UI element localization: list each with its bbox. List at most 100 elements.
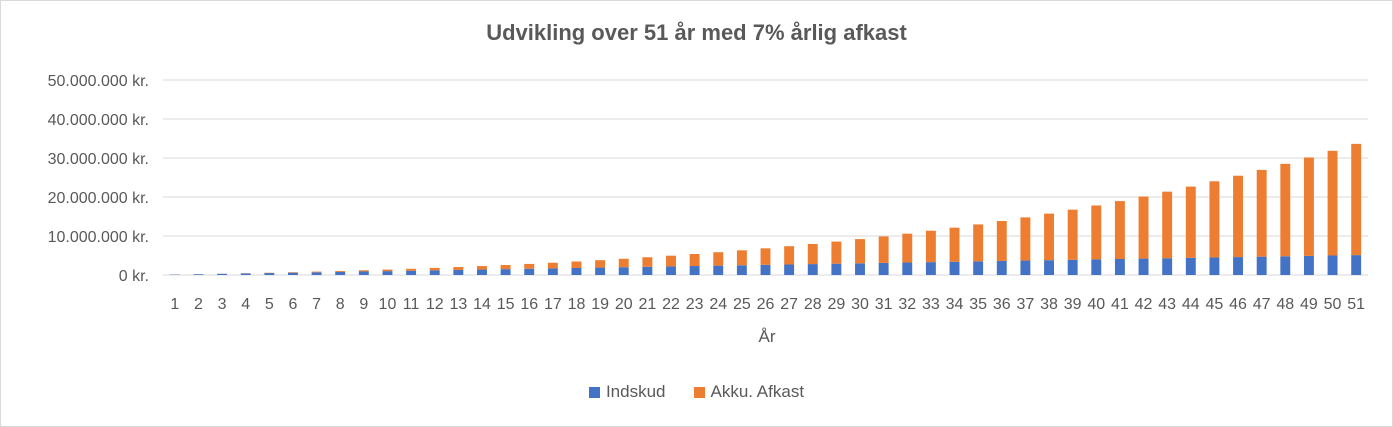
bar-akku-afkast (1067, 209, 1078, 260)
bar-indskud (878, 262, 889, 275)
legend-swatch-indskud (588, 386, 600, 398)
bar-indskud (784, 264, 795, 275)
x-tick-label: 28 (804, 296, 822, 313)
x-tick-label: 3 (218, 296, 227, 313)
x-tick-label: 50 (1324, 296, 1342, 313)
x-tick-label: 24 (709, 296, 727, 313)
x-tick-label: 1 (170, 296, 179, 313)
x-tick-label: 22 (662, 296, 680, 313)
bar-indskud (1280, 256, 1291, 275)
bar-indskud (1044, 260, 1054, 275)
bar-indskud (1091, 259, 1102, 275)
bar-indskud (1303, 255, 1314, 275)
bar-akku-afkast (807, 243, 818, 265)
bar-indskud (453, 269, 464, 275)
bar-indskud (1162, 258, 1173, 275)
bar-akku-afkast (1351, 143, 1362, 256)
x-tick-label: 34 (946, 296, 964, 313)
x-tick-label: 33 (922, 296, 940, 313)
bar-indskud (807, 264, 818, 275)
x-tick-label: 31 (875, 296, 893, 313)
bar-akku-afkast (666, 255, 676, 267)
chart-title: Udvikling over 51 år med 7% årlig afkast (486, 20, 907, 45)
bar-akku-afkast (1209, 181, 1220, 258)
y-tick-label: 0 kr. (119, 268, 149, 285)
bar-indskud (358, 271, 369, 275)
x-tick-label: 6 (288, 296, 297, 313)
bar-indskud (382, 271, 393, 275)
x-tick-label: 14 (473, 296, 491, 313)
bar-indskud (713, 265, 724, 275)
bar-indskud (1209, 257, 1220, 275)
bar-akku-afkast (1327, 150, 1338, 256)
bar-akku-afkast (1256, 169, 1267, 257)
x-tick-label: 5 (265, 296, 274, 313)
bar-indskud (831, 263, 842, 275)
bar-akku-afkast (855, 239, 865, 264)
bar-indskud (689, 266, 700, 275)
bar-akku-afkast (973, 224, 984, 262)
bar-indskud (429, 270, 440, 275)
x-tick-label: 30 (851, 296, 869, 313)
legend: Indskud Akku. Afkast (0, 382, 1393, 402)
bar-akku-afkast (1303, 157, 1314, 256)
bar-indskud (500, 269, 511, 275)
bar-akku-afkast (784, 246, 795, 265)
bar-akku-afkast (453, 267, 464, 270)
bar-indskud (264, 273, 275, 275)
bar-akku-afkast (996, 220, 1007, 261)
x-tick-label: 20 (615, 296, 633, 313)
x-tick-label: 47 (1253, 296, 1271, 313)
x-tick-label: 21 (638, 296, 656, 313)
bar-indskud (949, 261, 960, 275)
legend-label-akku-afkast: Akku. Afkast (710, 382, 805, 401)
bar-akku-afkast (878, 236, 889, 263)
bar-akku-afkast (335, 270, 346, 272)
bar-indskud (666, 266, 676, 275)
bar-akku-afkast (406, 268, 417, 271)
bar-akku-afkast (382, 269, 393, 272)
x-tick-label: 46 (1229, 296, 1247, 313)
bar-indskud (1256, 256, 1267, 275)
y-axis-ticks: 0 kr. 10.000.000 kr. 20.000.000 kr. 30.000.… (48, 73, 149, 285)
bar-akku-afkast (902, 233, 913, 263)
x-tick-label: 7 (312, 296, 321, 313)
legend-label-indskud: Indskud (605, 382, 666, 401)
x-tick-label: 8 (336, 296, 345, 313)
bar-akku-afkast (358, 270, 369, 272)
bar-indskud (1114, 259, 1125, 275)
x-tick-label: 29 (827, 296, 845, 313)
x-tick-label: 42 (1135, 296, 1153, 313)
bar-akku-afkast (1185, 186, 1196, 258)
x-tick-label: 32 (898, 296, 916, 313)
bar-indskud (217, 273, 228, 275)
bar-akku-afkast (831, 241, 842, 264)
x-tick-label: 23 (686, 296, 704, 313)
bar-indskud (240, 273, 251, 275)
bar-akku-afkast (524, 263, 535, 269)
bar-indskud (595, 267, 606, 275)
x-tick-label: 12 (426, 296, 444, 313)
bar-akku-afkast (1233, 175, 1244, 258)
bar-akku-afkast (618, 258, 629, 268)
x-tick-label: 51 (1347, 296, 1365, 313)
y-tick-label: 50.000.000 kr. (48, 73, 149, 90)
y-tick-label: 20.000.000 kr. (48, 190, 149, 207)
bar-indskud (855, 263, 865, 275)
bar-indskud (618, 267, 629, 275)
y-tick-label: 10.000.000 kr. (48, 229, 149, 246)
bar-indskud (547, 268, 558, 275)
bar-akku-afkast (547, 262, 558, 269)
bar-indskud (193, 274, 204, 275)
bar-akku-afkast (736, 250, 747, 266)
x-tick-label: 27 (780, 296, 798, 313)
x-tick-label: 18 (568, 296, 586, 313)
bar-indskud (1138, 258, 1149, 275)
bar-indskud (406, 270, 417, 275)
x-tick-label: 49 (1300, 296, 1318, 313)
x-tick-label: 37 (1017, 296, 1035, 313)
x-axis-ticks: 1 2 3 4 5 6 7 8 9 10 11 12 13 14 15 16 17 18 19 20 21 22 23 24 2… (170, 296, 1365, 313)
bar-indskud (1327, 255, 1338, 275)
